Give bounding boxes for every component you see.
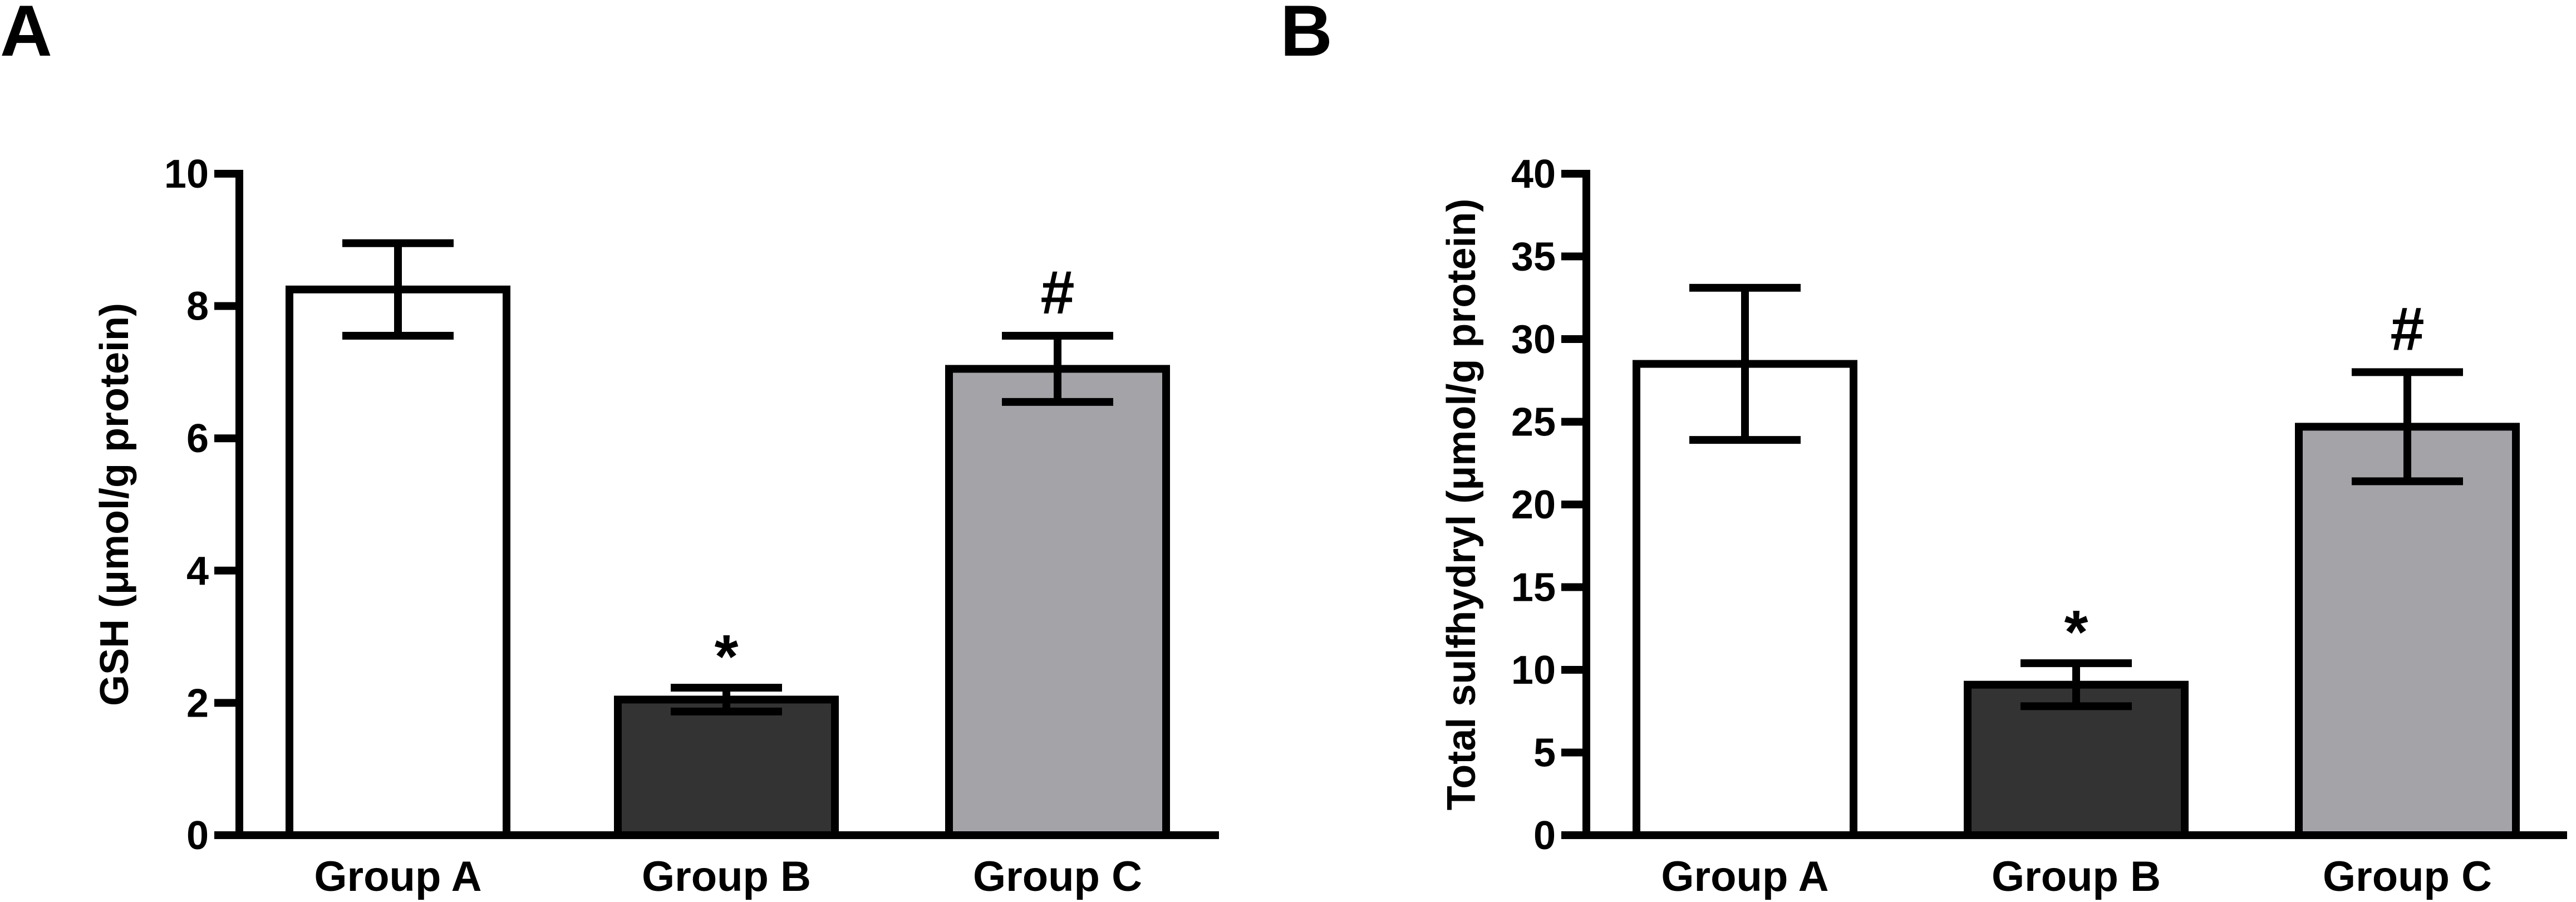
y-tick-label: 5	[1533, 731, 1556, 776]
significance-asterisk: *	[2064, 598, 2088, 666]
y-tick-label: 10	[164, 152, 209, 197]
bar-group-c	[2295, 423, 2520, 839]
x-tick-label: Group C	[973, 853, 1142, 900]
y-tick-label: 20	[1511, 483, 1556, 527]
bar-group-b	[614, 695, 839, 839]
chart-panel-b: B Group A * Group B # Group C 0 5 10 15 20 25 30 35 40…	[1280, 0, 2567, 900]
y-tick-label: 0	[1533, 813, 1556, 858]
y-tick-label: 6	[186, 416, 209, 461]
y-tick-label: 30	[1511, 317, 1556, 362]
y-axis-label: Total sulfhydryl (μmol/g protein)	[1439, 199, 1484, 811]
y-tick-label: 0	[186, 813, 209, 858]
x-tick-label: Group C	[2323, 853, 2492, 900]
x-tick-label: Group A	[1661, 853, 1828, 900]
panel-label: B	[1280, 0, 1333, 71]
significance-hash: #	[2390, 295, 2424, 363]
y-tick-label: 25	[1511, 400, 1556, 445]
x-tick-label: Group B	[1992, 853, 2161, 900]
significance-asterisk: *	[715, 622, 739, 691]
y-tick-label: 8	[186, 285, 209, 329]
y-tick-label: 15	[1511, 566, 1556, 610]
y-tick-label: 35	[1511, 235, 1556, 280]
y-axis-label: GSH (μmol/g protein)	[92, 303, 137, 706]
y-tick-label: 2	[186, 681, 209, 725]
panel-label: A	[0, 0, 52, 71]
bar-group-c	[945, 365, 1170, 839]
chart-panel-a: A Group A * Group B # Group C 0 2 4 6 8 10 GSH (μmol…	[0, 0, 1219, 900]
x-tick-label: Group A	[314, 853, 481, 900]
x-tick-label: Group B	[642, 853, 811, 900]
y-tick-label: 4	[186, 549, 209, 594]
y-tick-label: 10	[1511, 648, 1556, 693]
significance-hash: #	[1040, 258, 1074, 327]
y-tick-label: 40	[1511, 152, 1556, 197]
bar-group-a	[286, 285, 510, 839]
